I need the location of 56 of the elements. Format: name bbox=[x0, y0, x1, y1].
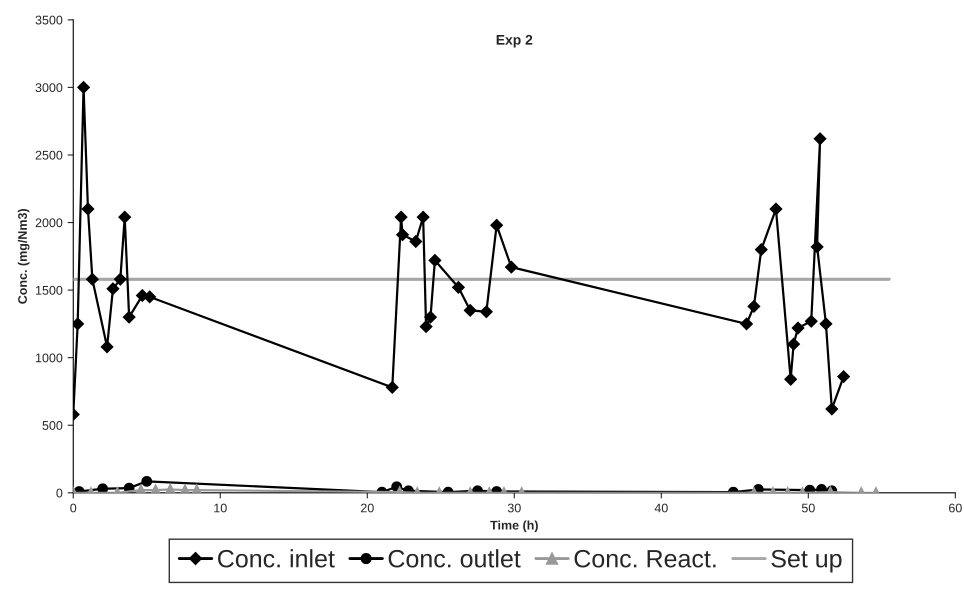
point bbox=[118, 210, 132, 224]
point bbox=[814, 132, 826, 146]
y-axis-title: Conc. (mg/Nm3) bbox=[18, 209, 30, 304]
y-tick-label: 0 bbox=[56, 488, 62, 498]
point bbox=[464, 304, 477, 317]
point bbox=[122, 310, 136, 324]
legend-label: Set up bbox=[771, 550, 842, 572]
x-tick-label: 10 bbox=[214, 504, 227, 512]
x-tick-label: 20 bbox=[360, 504, 374, 512]
point bbox=[770, 202, 782, 216]
legend-label: Conc. React. bbox=[574, 550, 716, 568]
y-tick-label: 500 bbox=[42, 421, 62, 430]
point bbox=[825, 402, 838, 416]
point bbox=[106, 282, 120, 296]
point bbox=[416, 210, 430, 224]
point bbox=[504, 260, 518, 274]
legend-label: Conc. inlet bbox=[218, 549, 335, 568]
point bbox=[100, 340, 114, 354]
text: Exp 2 bbox=[496, 34, 532, 48]
x-tick-label: 0 bbox=[70, 504, 76, 512]
point bbox=[792, 322, 804, 334]
y-tick-label: 3500 bbox=[36, 16, 62, 24]
point bbox=[409, 235, 422, 248]
point bbox=[837, 370, 850, 384]
point bbox=[748, 300, 760, 313]
x-tick-label: 40 bbox=[654, 504, 668, 512]
point bbox=[804, 314, 818, 328]
point bbox=[86, 272, 99, 286]
point bbox=[420, 320, 432, 334]
x-tick-label: 50 bbox=[802, 504, 815, 512]
point bbox=[784, 372, 798, 386]
y-tick-label: 3000 bbox=[36, 83, 62, 92]
x-axis-title: Time (h) bbox=[490, 520, 538, 532]
point bbox=[754, 243, 768, 256]
y-tick-label: 2500 bbox=[36, 150, 62, 160]
y-tick-label: 1500 bbox=[36, 286, 62, 295]
point bbox=[820, 317, 832, 330]
point bbox=[428, 254, 442, 267]
x-tick-label: 60 bbox=[949, 504, 962, 512]
point bbox=[396, 228, 409, 242]
point bbox=[490, 218, 504, 232]
point bbox=[740, 317, 753, 330]
x-tick-label: 30 bbox=[508, 504, 521, 512]
point bbox=[82, 202, 94, 216]
y-tick-label: 2000 bbox=[36, 218, 62, 228]
point bbox=[143, 290, 156, 304]
point bbox=[394, 210, 408, 224]
point bbox=[787, 338, 800, 351]
point bbox=[810, 240, 824, 254]
point bbox=[480, 305, 493, 318]
point bbox=[452, 280, 465, 294]
legend-label: Conc. outlet bbox=[388, 549, 521, 568]
point bbox=[114, 272, 127, 286]
point bbox=[424, 310, 437, 324]
y-tick-label: 1000 bbox=[36, 353, 62, 362]
point bbox=[386, 381, 399, 394]
